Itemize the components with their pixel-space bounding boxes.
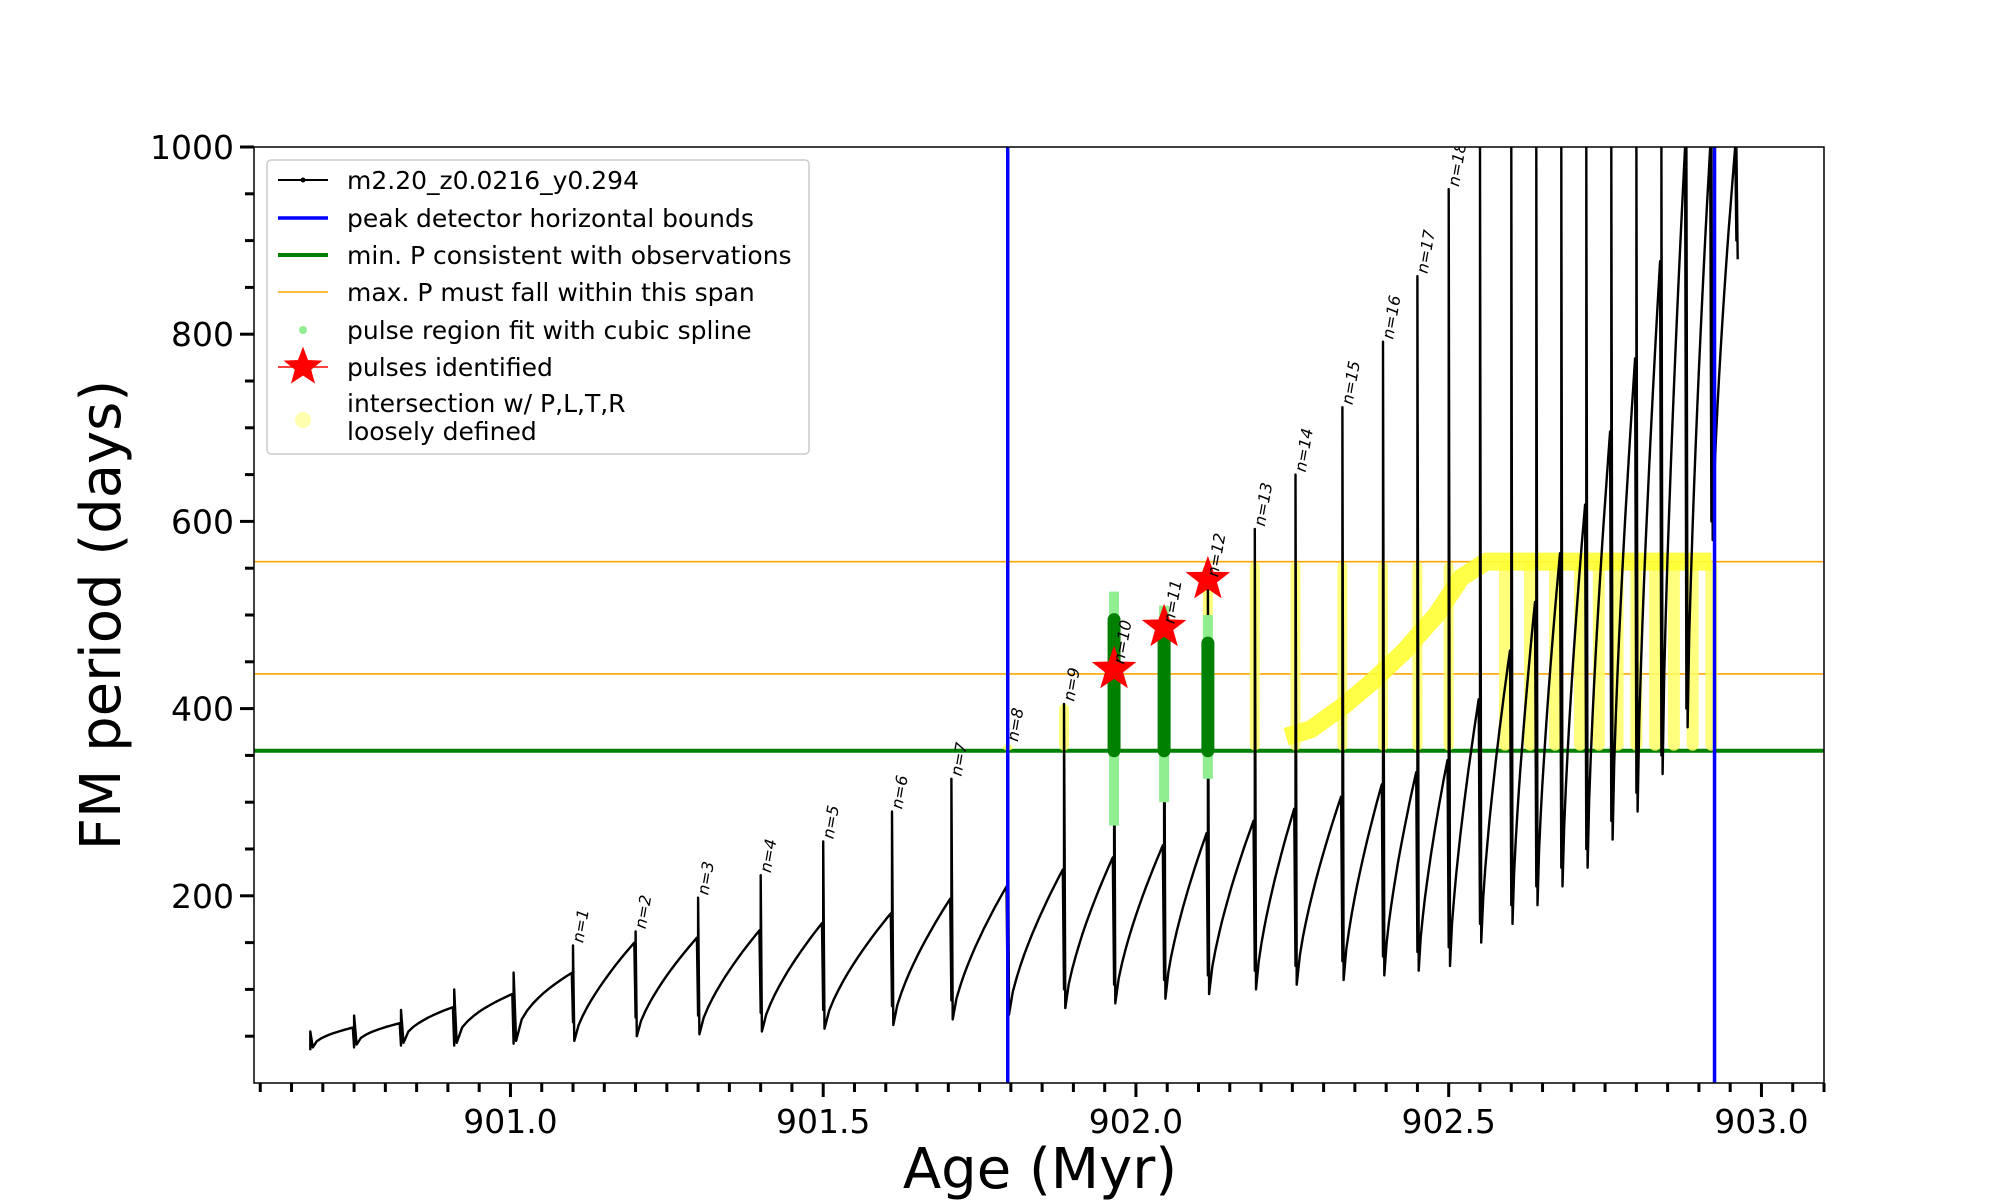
legend: m2.20_z0.0216_y0.294 peak detector horiz… xyxy=(266,159,810,455)
legend-label-blue: peak detector horizontal bounds xyxy=(347,204,754,233)
intersection-band-late-9 xyxy=(1667,561,1680,751)
pulse-star-3 xyxy=(1185,555,1231,599)
legend-marker-star xyxy=(283,346,323,384)
x-axis-title: Age (Myr) xyxy=(903,1137,1177,1200)
pulse-label-13: n=13 xyxy=(1250,481,1276,528)
pulse-label-9: n=9 xyxy=(1059,666,1084,703)
pulse-star-1 xyxy=(1091,645,1137,689)
y-axis-title: FM period (days) xyxy=(69,380,134,850)
intersection-band-late-3 xyxy=(1549,561,1562,751)
legend-label-green: min. P consistent with observations xyxy=(347,241,792,270)
pulse-label-12: n=12 xyxy=(1203,532,1229,579)
pulse-label-15: n=15 xyxy=(1338,359,1364,406)
y-tick-label: 800 xyxy=(171,315,234,354)
legend-label-star: pulses identified xyxy=(347,353,553,382)
axes: 901.0 901.5 902.0 902.5 903.0 200 400 600 800 100… xyxy=(150,128,1826,1141)
legend-label-model: m2.20_z0.0216_y0.294 xyxy=(347,166,639,195)
legend-marker-yellow xyxy=(295,412,311,428)
x-tick-label: 901.5 xyxy=(776,1102,870,1141)
x-tick-label: 902.5 xyxy=(1401,1102,1495,1141)
pulse-label-16: n=16 xyxy=(1378,294,1404,341)
pulse-label-2: n=2 xyxy=(631,894,656,931)
legend-frame xyxy=(266,159,810,455)
model-curve xyxy=(309,147,1739,1051)
pulse-star-2 xyxy=(1141,603,1187,647)
pulse-label-11: n=11 xyxy=(1159,578,1185,625)
pulse-label-14: n=14 xyxy=(1291,427,1317,474)
legend-marker-spline xyxy=(299,326,307,334)
intersection-band-late-5 xyxy=(1592,561,1605,751)
legend-label-yellow-2: loosely defined xyxy=(347,417,537,446)
legend-label-spline: pulse region fit with cubic spline xyxy=(347,316,752,345)
pulse-label-18: n=18 xyxy=(1444,141,1470,188)
x-tick-label: 902.0 xyxy=(1089,1102,1183,1141)
legend-label-orange: max. P must fall within this span xyxy=(347,278,755,307)
y-tick-label: 1000 xyxy=(150,128,234,167)
legend-marker-model-dot xyxy=(300,177,306,183)
y-tick-label: 200 xyxy=(171,877,234,916)
y-tick-label: 400 xyxy=(171,690,234,729)
pulse-label-5: n=5 xyxy=(818,804,843,841)
x-tick-label: 901.0 xyxy=(463,1102,557,1141)
pulse-label-4: n=4 xyxy=(756,837,781,874)
intersection-envelope xyxy=(1283,552,1712,746)
pulse-label-17: n=17 xyxy=(1413,228,1439,275)
pulse-label-3: n=3 xyxy=(693,860,718,897)
pulse-label-1: n=1 xyxy=(568,908,593,945)
pulse-label-6: n=6 xyxy=(887,774,912,811)
y-tick-label: 600 xyxy=(171,502,234,541)
x-tick-label: 903.0 xyxy=(1714,1102,1808,1141)
intersection-band-late-8 xyxy=(1649,561,1662,751)
pulse-label-7: n=7 xyxy=(947,740,972,777)
legend-label-yellow-1: intersection w/ P,L,T,R xyxy=(347,389,626,418)
